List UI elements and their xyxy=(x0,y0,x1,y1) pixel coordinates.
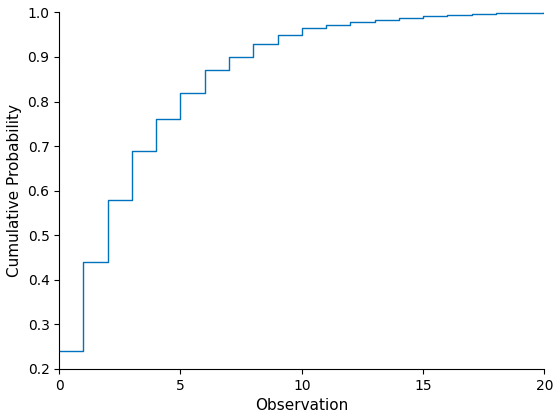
X-axis label: Observation: Observation xyxy=(255,398,348,413)
Y-axis label: Cumulative Probability: Cumulative Probability xyxy=(7,104,22,277)
